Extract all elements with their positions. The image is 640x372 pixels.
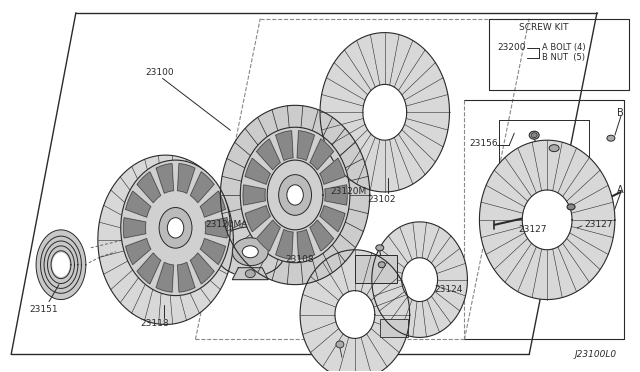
Polygon shape: [232, 268, 268, 280]
Polygon shape: [191, 253, 214, 284]
Polygon shape: [156, 262, 173, 292]
Polygon shape: [205, 218, 228, 238]
Ellipse shape: [220, 105, 370, 285]
Text: 23124: 23124: [435, 285, 463, 294]
Text: 23102: 23102: [368, 195, 396, 204]
Ellipse shape: [232, 238, 268, 266]
Text: 23120M: 23120M: [330, 187, 366, 196]
Polygon shape: [257, 220, 280, 251]
Polygon shape: [200, 238, 225, 264]
Ellipse shape: [267, 160, 323, 230]
Ellipse shape: [335, 291, 375, 339]
Ellipse shape: [287, 185, 303, 205]
Text: 23100: 23100: [146, 68, 174, 77]
Ellipse shape: [607, 135, 615, 141]
Ellipse shape: [479, 140, 615, 299]
Polygon shape: [310, 139, 333, 170]
Ellipse shape: [402, 258, 438, 302]
Text: 23127: 23127: [518, 225, 547, 234]
Text: 23108: 23108: [285, 255, 314, 264]
Polygon shape: [297, 230, 314, 259]
Polygon shape: [200, 191, 225, 217]
Ellipse shape: [159, 208, 192, 248]
Ellipse shape: [98, 155, 234, 324]
Ellipse shape: [300, 250, 410, 372]
Text: 23127: 23127: [584, 220, 612, 230]
Ellipse shape: [240, 127, 350, 263]
Text: B: B: [617, 108, 623, 118]
Text: J23100L0: J23100L0: [575, 350, 617, 359]
Polygon shape: [320, 206, 345, 232]
Polygon shape: [124, 218, 146, 238]
Polygon shape: [325, 185, 347, 205]
Polygon shape: [137, 253, 161, 284]
Text: B NUT  (5): B NUT (5): [542, 54, 585, 62]
Ellipse shape: [243, 246, 258, 258]
Text: 23151: 23151: [29, 305, 58, 314]
Bar: [355, 255, 397, 283]
Text: 23200: 23200: [497, 42, 526, 52]
Bar: [380, 320, 408, 337]
Ellipse shape: [531, 133, 537, 138]
Polygon shape: [245, 206, 270, 232]
Ellipse shape: [320, 33, 449, 192]
Ellipse shape: [336, 341, 344, 348]
Ellipse shape: [141, 208, 191, 272]
Ellipse shape: [36, 230, 86, 299]
Polygon shape: [276, 230, 293, 259]
Polygon shape: [156, 164, 173, 193]
Ellipse shape: [216, 227, 285, 277]
Polygon shape: [137, 172, 161, 203]
Polygon shape: [125, 238, 151, 264]
Polygon shape: [177, 262, 195, 292]
Ellipse shape: [376, 245, 384, 251]
Polygon shape: [177, 164, 195, 193]
Ellipse shape: [278, 174, 312, 215]
Ellipse shape: [549, 145, 559, 152]
Ellipse shape: [372, 222, 467, 337]
Text: 23120MA: 23120MA: [205, 220, 248, 230]
Ellipse shape: [52, 253, 70, 277]
Polygon shape: [191, 172, 214, 203]
Text: 23118: 23118: [141, 320, 170, 328]
Polygon shape: [276, 131, 293, 160]
Ellipse shape: [121, 160, 230, 296]
Polygon shape: [243, 185, 266, 205]
Ellipse shape: [363, 84, 406, 140]
Polygon shape: [245, 158, 270, 184]
Polygon shape: [297, 131, 314, 160]
Ellipse shape: [167, 218, 184, 238]
Polygon shape: [320, 158, 345, 184]
Text: SCREW KIT: SCREW KIT: [519, 23, 569, 32]
Polygon shape: [125, 191, 151, 217]
Ellipse shape: [522, 190, 572, 250]
Ellipse shape: [378, 262, 385, 268]
Text: 23156: 23156: [469, 139, 498, 148]
Ellipse shape: [567, 204, 575, 210]
Polygon shape: [257, 139, 280, 170]
Polygon shape: [310, 220, 333, 251]
Text: A BOLT (4): A BOLT (4): [542, 42, 586, 52]
Ellipse shape: [529, 131, 539, 139]
Ellipse shape: [245, 270, 255, 278]
Text: A: A: [617, 185, 623, 195]
